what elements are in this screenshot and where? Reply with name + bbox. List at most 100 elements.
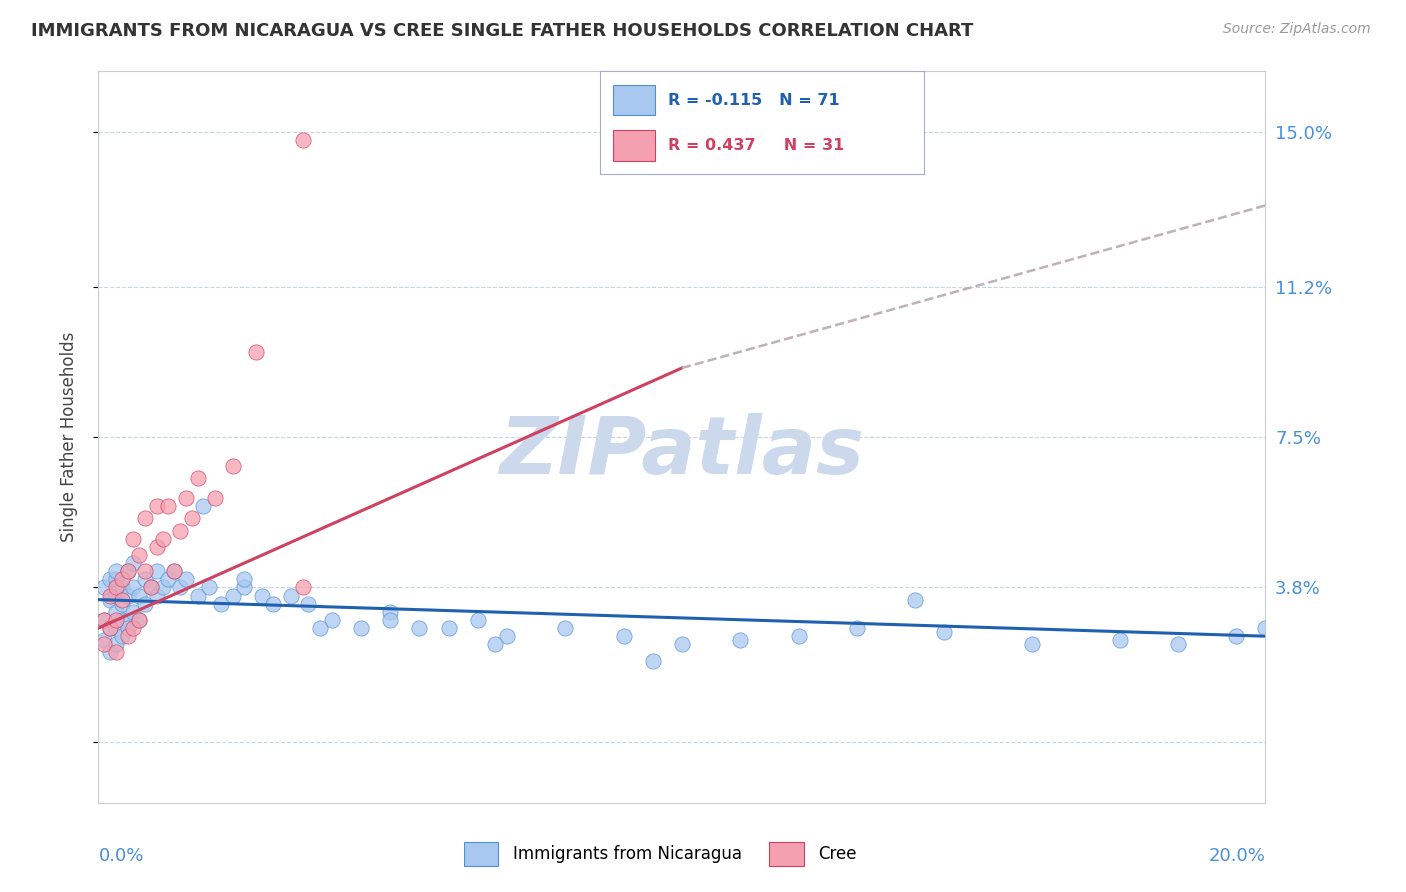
Point (1108, 633, 1130, 648)
Point (117, 629, 139, 643)
Point (134, 597, 156, 611)
Point (1254, 621, 1277, 635)
Point (297, 597, 319, 611)
Point (1021, 637, 1043, 651)
Point (169, 581, 191, 595)
Point (98, 645, 121, 659)
Point (122, 605, 145, 619)
Point (111, 613, 134, 627)
Point (104, 613, 127, 627)
Text: R = 0.437     N = 31: R = 0.437 N = 31 (668, 137, 845, 153)
Point (128, 589, 150, 603)
Point (134, 511, 156, 525)
Y-axis label: Single Father Households: Single Father Households (59, 332, 77, 542)
Point (93, 613, 115, 627)
Point (437, 621, 460, 635)
Point (904, 592, 927, 607)
Point (408, 621, 430, 635)
Point (730, 633, 752, 648)
Point (93, 637, 115, 651)
Point (98, 621, 121, 635)
Point (152, 532, 174, 546)
Point (233, 581, 256, 595)
Point (174, 491, 197, 505)
Point (846, 621, 869, 635)
Point (128, 613, 150, 627)
Point (174, 572, 197, 586)
Point (111, 581, 134, 595)
Point (128, 548, 150, 562)
Point (163, 564, 186, 578)
Point (169, 524, 191, 538)
Text: 20.0%: 20.0% (1209, 847, 1265, 864)
Text: R = -0.115   N = 71: R = -0.115 N = 71 (668, 93, 839, 108)
Point (139, 581, 162, 595)
Point (467, 613, 489, 627)
Point (98, 589, 121, 603)
Point (198, 581, 221, 595)
Point (117, 621, 139, 635)
Point (122, 621, 145, 635)
Point (117, 564, 139, 578)
Point (146, 564, 169, 578)
Point (104, 572, 127, 586)
Text: Cree: Cree (818, 845, 856, 863)
Point (104, 637, 127, 651)
Point (111, 592, 134, 607)
Point (128, 613, 150, 627)
Point (641, 654, 664, 668)
Point (122, 581, 145, 595)
Point (1167, 637, 1189, 651)
Point (117, 564, 139, 578)
Point (122, 556, 145, 570)
Point (104, 581, 127, 595)
Point (291, 133, 314, 147)
Text: IMMIGRANTS FROM NICARAGUA VS CREE SINGLE FATHER HOUSEHOLDS CORRELATION CHART: IMMIGRANTS FROM NICARAGUA VS CREE SINGLE… (31, 22, 973, 40)
Point (157, 499, 180, 513)
Point (146, 499, 169, 513)
Point (117, 589, 139, 603)
Text: Immigrants from Nicaragua: Immigrants from Nicaragua (513, 845, 742, 863)
Point (280, 589, 302, 603)
Point (111, 597, 134, 611)
Point (221, 458, 243, 473)
Point (787, 629, 810, 643)
Point (350, 621, 373, 635)
Point (98, 572, 121, 586)
Point (321, 613, 343, 627)
Point (117, 613, 139, 627)
Point (554, 621, 576, 635)
Point (309, 621, 332, 635)
Point (139, 581, 162, 595)
Point (180, 511, 202, 525)
Point (111, 572, 134, 586)
Point (233, 572, 256, 586)
Bar (613, 85, 655, 115)
Point (187, 589, 209, 603)
Point (221, 589, 243, 603)
Bar (769, 842, 803, 866)
Point (245, 344, 267, 359)
Point (612, 629, 634, 643)
Point (187, 471, 209, 485)
Text: 0.0%: 0.0% (98, 847, 143, 864)
Point (98, 621, 121, 635)
Point (484, 637, 506, 651)
Point (163, 564, 186, 578)
Point (104, 564, 127, 578)
Point (934, 625, 956, 640)
Point (104, 605, 127, 619)
Point (98, 592, 121, 607)
Point (250, 589, 273, 603)
Point (380, 613, 402, 627)
Bar (613, 130, 655, 161)
Point (134, 564, 156, 578)
Point (157, 572, 180, 586)
Point (93, 613, 115, 627)
Point (496, 629, 519, 643)
Point (671, 637, 693, 651)
Point (134, 572, 156, 586)
Point (262, 597, 284, 611)
Point (146, 589, 169, 603)
Point (209, 597, 232, 611)
